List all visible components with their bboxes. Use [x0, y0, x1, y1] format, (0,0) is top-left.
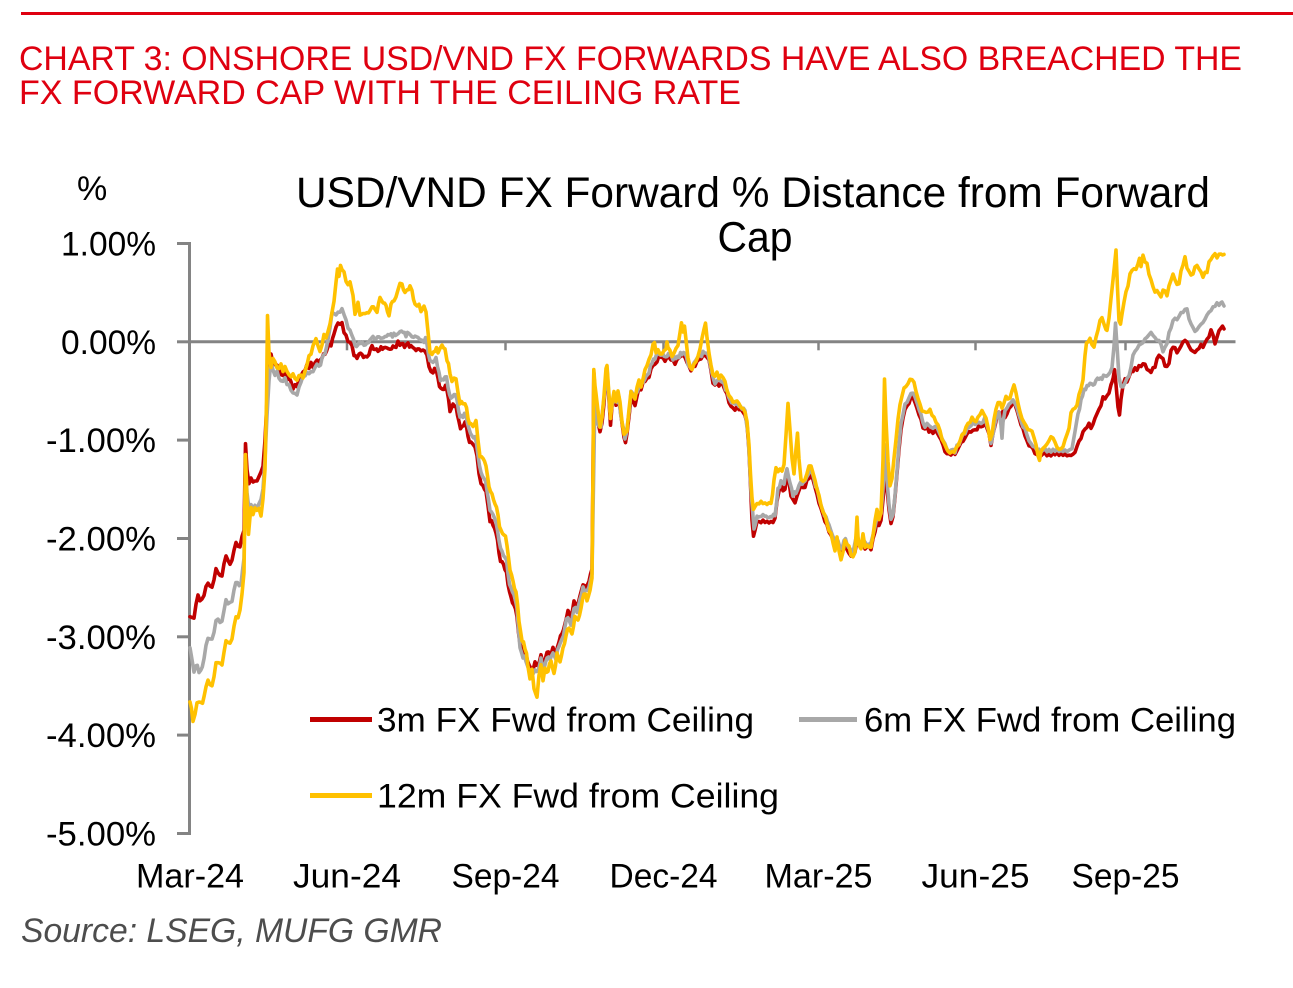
svg-text:0.00%: 0.00% — [61, 324, 156, 362]
svg-text:-1.00%: -1.00% — [46, 422, 156, 460]
svg-text:-4.00%: -4.00% — [46, 717, 156, 755]
svg-text:-2.00%: -2.00% — [46, 521, 156, 559]
svg-text:Source: LSEG, MUFG GMR: Source: LSEG, MUFG GMR — [21, 912, 442, 950]
svg-text:12m FX Fwd from Ceiling: 12m FX Fwd from Ceiling — [377, 778, 779, 816]
svg-text:CHART 3: ONSHORE USD/VND FX FO: CHART 3: ONSHORE USD/VND FX FORWARDS HAV… — [19, 40, 1242, 78]
svg-text:Jun-24: Jun-24 — [293, 858, 401, 896]
svg-text:6m FX Fwd from Ceiling: 6m FX Fwd from Ceiling — [864, 702, 1236, 740]
svg-text:Jun-25: Jun-25 — [922, 858, 1030, 896]
svg-text:Mar-24: Mar-24 — [136, 858, 244, 896]
svg-text:-5.00%: -5.00% — [46, 816, 156, 854]
svg-text:Sep-25: Sep-25 — [1072, 858, 1180, 896]
svg-text:%: % — [77, 170, 107, 208]
svg-text:Mar-25: Mar-25 — [765, 858, 873, 896]
svg-text:Sep-24: Sep-24 — [452, 858, 560, 896]
svg-text:Dec-24: Dec-24 — [610, 858, 718, 896]
svg-text:Cap: Cap — [718, 215, 793, 262]
svg-text:3m FX Fwd from Ceiling: 3m FX Fwd from Ceiling — [377, 702, 754, 740]
svg-text:1.00%: 1.00% — [61, 226, 156, 264]
svg-text:-3.00%: -3.00% — [46, 619, 156, 657]
svg-text:USD/VND FX Forward % Distance: USD/VND FX Forward % Distance from Forwa… — [296, 170, 1210, 217]
svg-text:FX FORWARD CAP WITH THE CEILIN: FX FORWARD CAP WITH THE CEILING RATE — [19, 74, 741, 112]
